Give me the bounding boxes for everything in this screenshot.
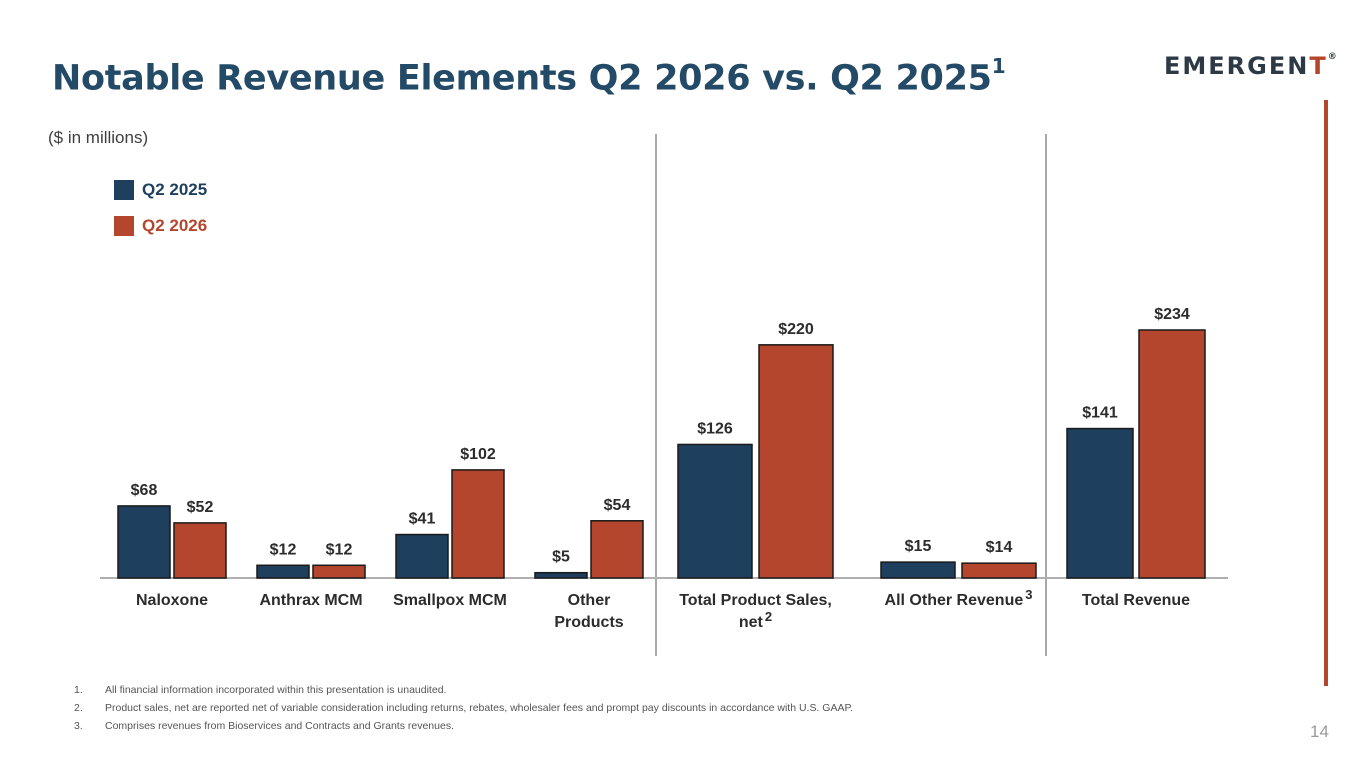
footnote-text: All financial information incorporated w… bbox=[105, 684, 447, 696]
legend-item-q2-2025: Q2 2025 bbox=[114, 180, 207, 200]
chart-legend: Q2 2025 Q2 2026 bbox=[114, 180, 207, 252]
category-label-line: Naloxone bbox=[135, 592, 208, 609]
category-label-line: Other bbox=[567, 592, 611, 609]
category-label: All Other Revenue 3 bbox=[849, 587, 1069, 612]
footnotes: 1. All financial information incorporate… bbox=[74, 684, 853, 738]
data-label: $141 bbox=[1082, 405, 1118, 422]
category-label: Other Products bbox=[479, 590, 699, 634]
data-label: $234 bbox=[1154, 306, 1190, 323]
legend-swatch-q2-2026 bbox=[114, 216, 134, 236]
bar bbox=[256, 564, 310, 579]
slide-title-text: Notable Revenue Elements Q2 2026 vs. Q2 … bbox=[52, 58, 992, 99]
category-label: Smallpox MCM bbox=[340, 590, 560, 612]
logo-text: EMERGEN bbox=[1164, 52, 1310, 80]
data-label: $102 bbox=[460, 446, 496, 463]
bar bbox=[451, 469, 505, 579]
data-label: $41 bbox=[409, 511, 436, 528]
footnote-text: Comprises revenues from Bioservices and … bbox=[105, 720, 454, 732]
footnote-2: 2. Product sales, net are reported net o… bbox=[74, 702, 853, 714]
bar bbox=[590, 520, 644, 579]
category-label-line: Total Revenue bbox=[1081, 592, 1191, 609]
data-label: $15 bbox=[905, 538, 932, 555]
category-label-line: net 2 bbox=[738, 609, 773, 631]
bar bbox=[961, 562, 1037, 579]
bar bbox=[758, 344, 834, 579]
footnote-number: 2. bbox=[74, 702, 83, 714]
data-label: $12 bbox=[326, 541, 353, 558]
data-label: $126 bbox=[697, 420, 733, 437]
legend-label-q2-2025: Q2 2025 bbox=[142, 180, 208, 199]
category-label-line: Smallpox MCM bbox=[393, 592, 507, 609]
logo-accent-letter: T bbox=[1309, 52, 1328, 80]
footnote-text: Product sales, net are reported net of v… bbox=[105, 702, 854, 714]
bar bbox=[173, 522, 227, 579]
data-label: $14 bbox=[986, 539, 1013, 556]
units-note: ($ in millions) bbox=[48, 128, 149, 147]
category-label: Total Product Sales, net 2 bbox=[646, 590, 866, 634]
company-logo: EMERGENT® bbox=[1164, 52, 1339, 80]
title-footnote-marker: 1 bbox=[991, 54, 1006, 78]
category-footnote-marker: 3 bbox=[1025, 587, 1033, 602]
data-label: $220 bbox=[778, 321, 814, 338]
category-label: Naloxone bbox=[62, 590, 282, 612]
footnote-number: 3. bbox=[74, 720, 83, 732]
category-label-line: Anthrax MCM bbox=[259, 592, 363, 609]
footnote-3: 3. Comprises revenues from Bioservices a… bbox=[74, 720, 853, 732]
slide-title: Notable Revenue Elements Q2 2026 vs. Q2 … bbox=[52, 54, 1006, 99]
bar bbox=[880, 561, 956, 579]
bar bbox=[1138, 329, 1206, 579]
category-label-line: Products bbox=[554, 614, 624, 631]
data-label: $5 bbox=[552, 549, 570, 566]
category-label-line: All Other Revenue 3 bbox=[884, 587, 1033, 609]
data-label: $68 bbox=[131, 482, 158, 499]
data-label: $52 bbox=[187, 499, 214, 516]
legend-item-q2-2026: Q2 2026 bbox=[114, 216, 207, 236]
category-label: Total Revenue bbox=[1026, 590, 1246, 612]
accent-rule bbox=[1324, 100, 1328, 686]
data-label: $12 bbox=[270, 541, 297, 558]
bar bbox=[312, 564, 366, 579]
legend-swatch-q2-2025 bbox=[114, 180, 134, 200]
page-number: 14 bbox=[1310, 722, 1329, 741]
category-label-line: Total Product Sales, bbox=[679, 592, 832, 609]
bar bbox=[395, 533, 449, 579]
bar bbox=[1066, 427, 1134, 579]
legend-label-q2-2026: Q2 2026 bbox=[142, 216, 208, 235]
bar bbox=[534, 571, 588, 579]
bar bbox=[117, 505, 171, 579]
category-label: Anthrax MCM bbox=[201, 590, 421, 612]
logo-trademark: ® bbox=[1327, 52, 1339, 62]
category-footnote-marker: 2 bbox=[764, 609, 773, 624]
footnote-1: 1. All financial information incorporate… bbox=[74, 684, 853, 696]
footnote-number: 1. bbox=[74, 684, 83, 696]
data-label: $54 bbox=[604, 497, 631, 514]
bar bbox=[677, 443, 753, 579]
